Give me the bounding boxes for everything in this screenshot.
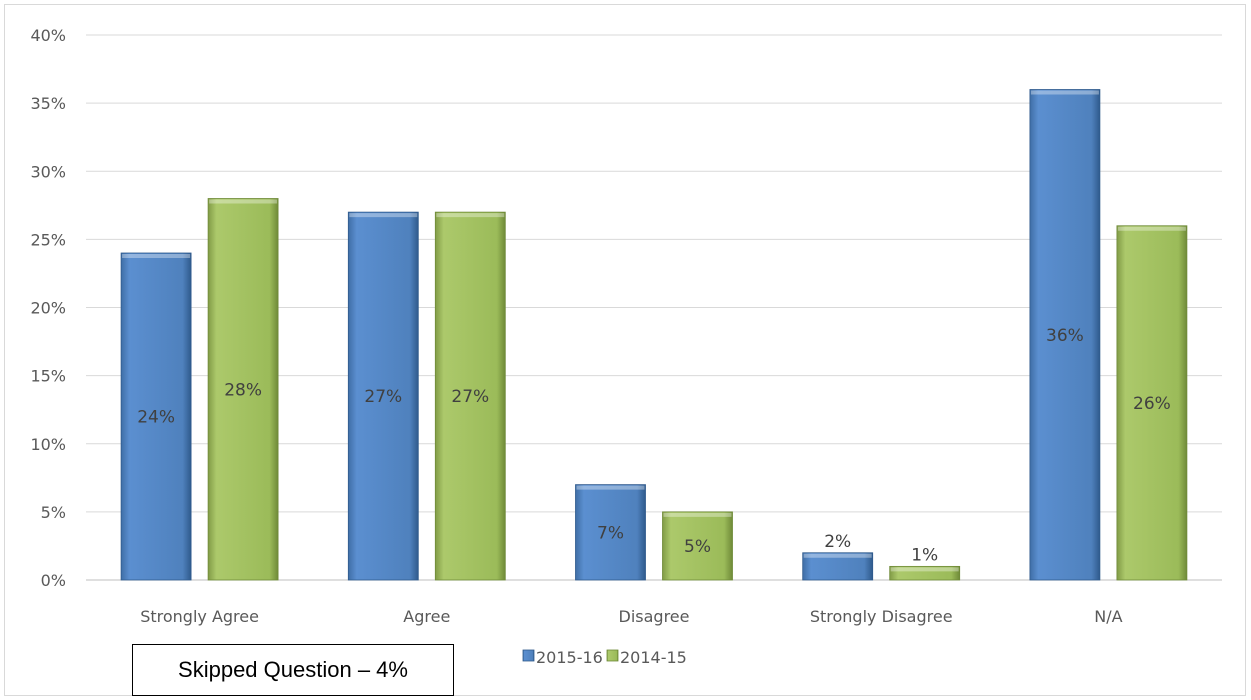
labels: 0% 5% 10% 15% 20% 25% 30% 35% 40% 24% 28% Strongly … [30,26,1170,626]
x-category-label: Disagree [619,607,690,626]
x-category-label: Agree [403,607,450,626]
bar-highlight [890,567,959,572]
data-label: 28% [224,380,262,400]
data-label: 27% [451,387,489,407]
x-category-label: Strongly Disagree [810,607,953,626]
bar-2015-16-disagree [575,484,646,581]
y-tick-label: 30% [30,162,66,181]
y-tick-label: 5% [41,503,66,522]
y-tick-label: 40% [30,26,66,45]
bar-2015-16-strongly-agree [120,252,192,581]
bar-2014-15-disagree [662,511,733,581]
legend-swatch [522,649,535,662]
data-label: 27% [364,387,402,407]
bars [120,89,1188,581]
legend: 2015-16 2014-15 [522,648,687,667]
bar-2014-15-strongly-agree [207,198,279,581]
bar-highlight [349,213,418,218]
y-tick-label: 25% [30,230,66,249]
legend-label: 2015-16 [536,648,603,667]
y-tick-label: 35% [30,94,66,113]
y-tick-label: 15% [30,367,66,386]
data-label: 1% [911,545,938,565]
data-label: 5% [684,537,711,557]
bar-2015-16-agree [347,211,419,581]
data-label: 24% [137,408,175,428]
data-label: 7% [597,523,624,543]
bar-highlight [1030,90,1099,95]
bar-highlight [436,213,505,218]
bar-2015-16-strongly-disagree [802,552,874,581]
bar-2014-15-n-a [1116,225,1188,581]
bar-2014-15-agree [434,211,506,581]
data-label: 2% [824,532,851,552]
bar-2015-16-n-a [1029,89,1101,581]
legend-label: 2014-15 [620,648,687,667]
bar-2014-15-strongly-disagree [889,565,961,581]
y-tick-label: 10% [30,435,66,454]
legend-swatch [606,649,619,662]
y-tick-label: 20% [30,299,66,318]
x-category-label: Strongly Agree [140,607,259,626]
data-label: 26% [1133,394,1171,414]
data-label: 36% [1046,326,1084,346]
bar-highlight [803,553,872,558]
skipped-question-note: Skipped Question – 4% [132,644,454,696]
bar-highlight [209,199,278,204]
x-category-label: N/A [1094,607,1122,626]
bar-highlight [1117,226,1186,231]
bar-highlight [576,485,645,490]
bar-highlight [663,512,732,517]
bar-highlight [122,254,191,258]
y-tick-label: 0% [41,571,66,590]
